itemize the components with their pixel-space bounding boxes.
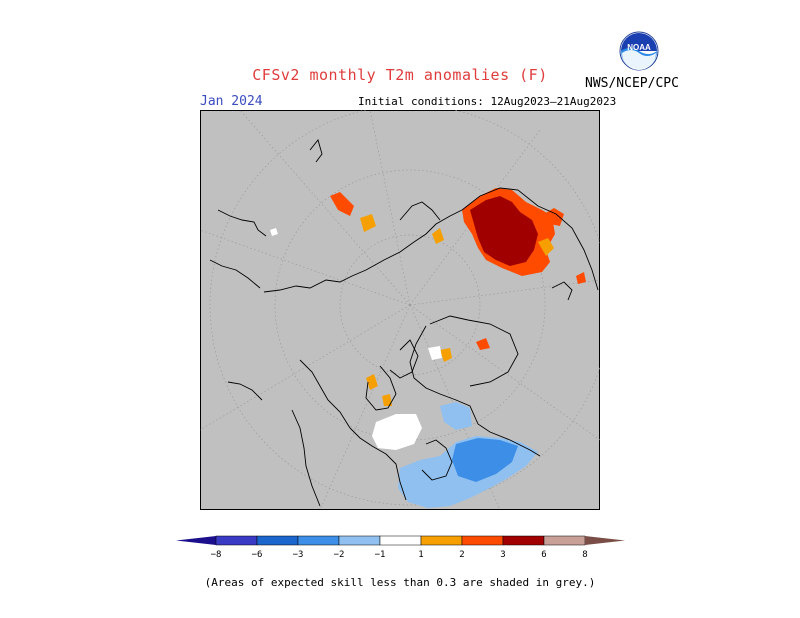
no-signal-region-3: [270, 228, 278, 236]
colorbar-bin: [297, 535, 340, 546]
colorbar-bin: [420, 535, 463, 546]
colorbar-tick-label: −1: [375, 550, 386, 560]
colorbar-tick-label: −6: [252, 550, 263, 560]
initial-conditions-label: Initial conditions: 12Aug2023–21Aug2023: [358, 95, 617, 108]
hudson-cool-region: [440, 402, 472, 430]
scandinavia-warm-spot: [432, 228, 444, 244]
colorbar-tick-label: 3: [500, 550, 505, 560]
colorbar-svg: −8 −6 −3 −2 −1 1 2 3 6 8: [176, 535, 625, 560]
kamchatka-warm-region: [538, 238, 554, 256]
no-signal-region-2: [428, 346, 442, 360]
colorbar: −8 −6 −3 −2 −1 1 2 3 6 8: [176, 532, 626, 562]
map-background: [199, 109, 601, 511]
east-siberia-warm-region: [544, 208, 564, 226]
colorbar-bin: [338, 535, 381, 546]
valid-month-label: Jan 2024: [200, 94, 263, 109]
org-label: NWS/NCEP/CPC: [585, 76, 679, 91]
map-panel: [199, 104, 611, 511]
page-title: CFSv2 monthly T2m anomalies (F): [252, 66, 548, 84]
map-svg: [199, 104, 611, 511]
colorbar-tick-label: 6: [541, 550, 546, 560]
colorbar-bin: [461, 535, 504, 546]
coastlines: [209, 139, 599, 507]
colorbar-bin: [502, 535, 545, 546]
colorbar-bin: [379, 535, 422, 546]
no-signal-region-main: [372, 414, 422, 450]
colorbar-tick-label: 8: [582, 550, 587, 560]
siberia-warm-core-region: [470, 196, 538, 266]
colorbar-tick-label: 1: [418, 550, 423, 560]
canada-warm-spot-3: [382, 394, 392, 406]
colorbar-upper-arrow: [585, 536, 625, 545]
colorbar-tick-label: 2: [459, 550, 464, 560]
greenland-warm-spot: [330, 192, 354, 216]
colorbar-tick-label: −3: [293, 550, 304, 560]
logo-text: NOAA: [627, 43, 651, 52]
colorbar-bin: [543, 535, 586, 546]
colorbar-bin: [256, 535, 299, 546]
colorbar-tick-label: −2: [334, 550, 345, 560]
atlantic-warm-spot: [360, 214, 376, 232]
colorbar-lower-arrow: [176, 536, 216, 545]
canada-warm-spot-1: [440, 348, 452, 362]
alaska-warm-spot: [476, 338, 490, 350]
noaa-logo-icon: NOAA: [619, 31, 659, 71]
colorbar-bin: [215, 535, 258, 546]
pacific-warm-spot: [576, 272, 586, 284]
colorbar-tick-label: −8: [211, 550, 222, 560]
north-america-cool-core-region: [452, 438, 518, 482]
canada-warm-spot-2: [366, 374, 378, 390]
footnote: (Areas of expected skill less than 0.3 a…: [204, 576, 596, 589]
